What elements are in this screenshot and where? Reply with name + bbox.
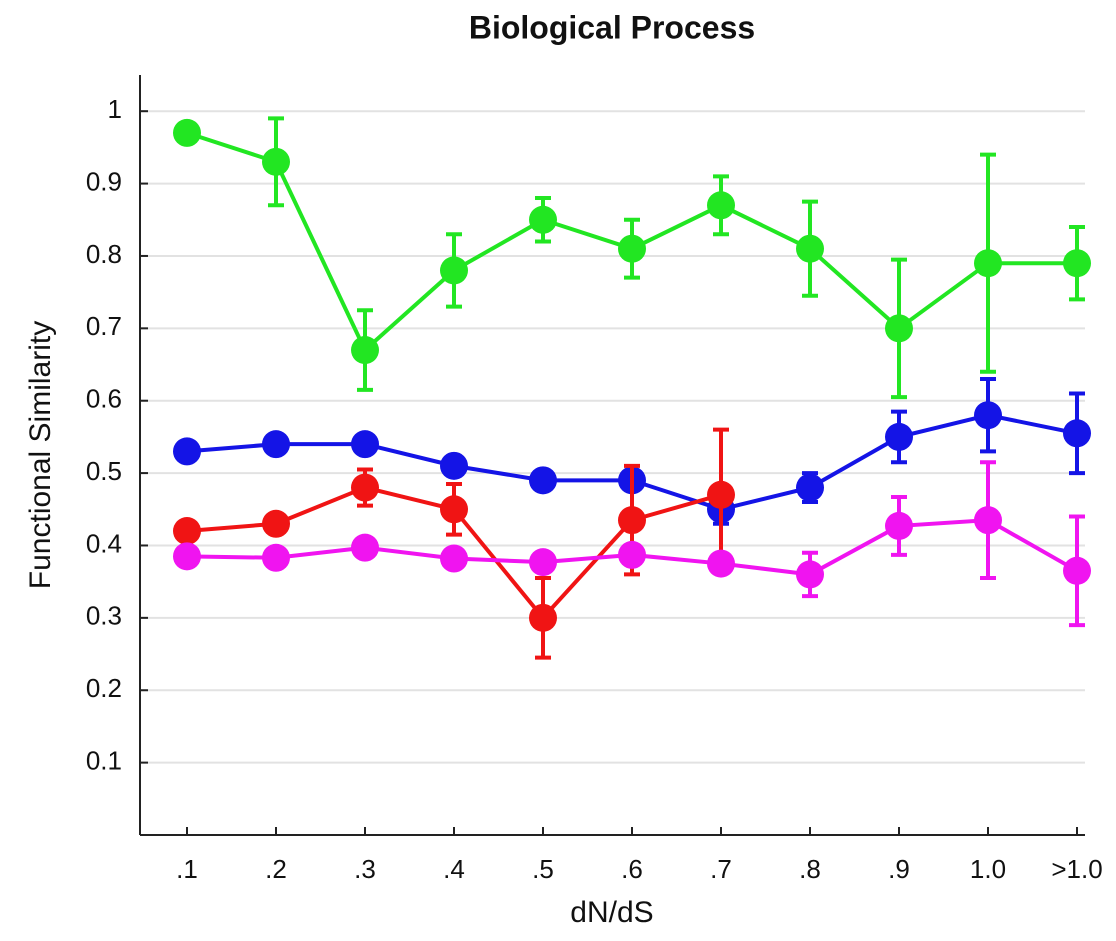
point (351, 473, 379, 502)
point (974, 401, 1002, 430)
point (707, 549, 735, 578)
point (351, 430, 379, 459)
point (529, 548, 557, 577)
point (440, 544, 468, 573)
x-tick-label: .3 (354, 854, 376, 884)
y-axis-label: Functional Similarity (24, 321, 57, 589)
point (529, 603, 557, 632)
y-tick-label: 1 (108, 94, 122, 124)
chart-title: Biological Process (469, 9, 755, 45)
x-tick-label: .9 (888, 854, 910, 884)
point (351, 336, 379, 365)
point (173, 118, 201, 147)
y-tick-label: 0.8 (86, 239, 122, 269)
point (618, 540, 646, 569)
y-tick-label: 0.9 (86, 166, 122, 196)
point (707, 480, 735, 509)
y-tick-label: 0.1 (86, 745, 122, 775)
point (974, 249, 1002, 278)
y-tick-label: 0.4 (86, 528, 122, 558)
point (262, 509, 290, 538)
point (618, 234, 646, 263)
point (885, 422, 913, 451)
point (351, 533, 379, 562)
x-tick-label: .7 (710, 854, 732, 884)
y-tick-label: 0.7 (86, 311, 122, 341)
point (796, 560, 824, 589)
point (440, 256, 468, 285)
point (173, 517, 201, 545)
x-tick-label: >1.0 (1051, 854, 1102, 884)
x-axis-label: dN/dS (570, 896, 653, 929)
point (1063, 249, 1091, 278)
point (796, 234, 824, 263)
y-tick-label: 0.3 (86, 601, 122, 631)
point (1063, 556, 1091, 585)
y-tick-label: 0.2 (86, 673, 122, 703)
point (618, 506, 646, 535)
point (262, 147, 290, 176)
point (974, 506, 1002, 535)
point (707, 191, 735, 220)
point (529, 466, 557, 495)
y-tick-label: 0.5 (86, 456, 122, 486)
point (1063, 419, 1091, 448)
x-tick-label: .6 (621, 854, 643, 884)
point (440, 495, 468, 524)
point (440, 451, 468, 480)
point (262, 543, 290, 572)
point (529, 205, 557, 234)
point (262, 430, 290, 459)
x-tick-label: .2 (265, 854, 287, 884)
point (885, 314, 913, 343)
point (173, 542, 201, 571)
x-tick-label: .1 (176, 854, 198, 884)
y-tick-label: 0.6 (86, 384, 122, 414)
x-tick-label: .8 (799, 854, 821, 884)
x-tick-label: .5 (532, 854, 554, 884)
point (885, 511, 913, 540)
x-tick-label: 1.0 (970, 854, 1006, 884)
x-tick-label: .4 (443, 854, 465, 884)
point (796, 473, 824, 502)
point (173, 437, 201, 466)
